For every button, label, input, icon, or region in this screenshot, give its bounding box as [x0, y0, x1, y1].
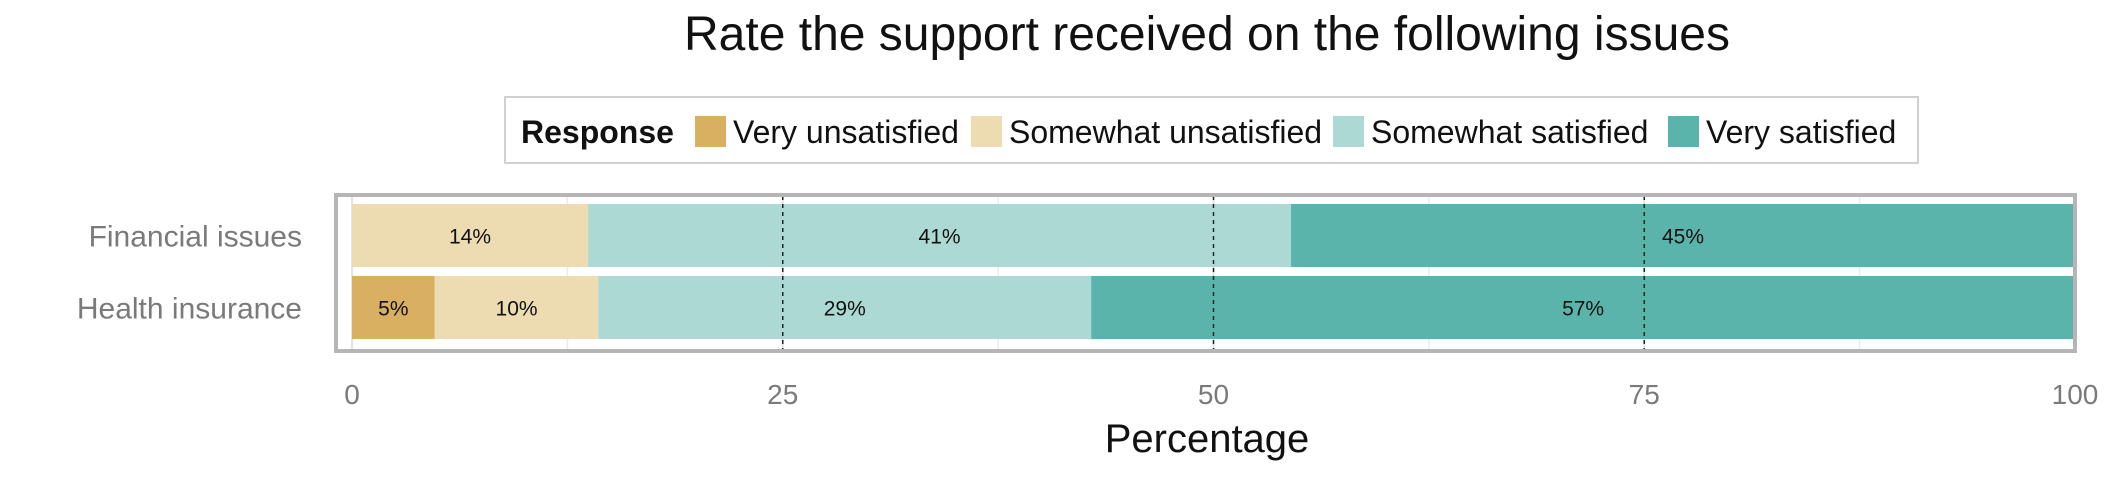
- x-axis-title: Percentage: [1105, 417, 1310, 461]
- category-label: Financial issues: [89, 221, 302, 254]
- panel-border: [334, 193, 2077, 353]
- x-tick-label: 50: [1198, 379, 1229, 410]
- bar-segment: [434, 276, 599, 339]
- chart-title: Rate the support received on the followi…: [684, 8, 1730, 61]
- legend-key: [1668, 116, 1699, 147]
- data-label: 41%: [919, 226, 961, 249]
- data-label: 10%: [496, 298, 538, 321]
- x-tick-label: 100: [2052, 379, 2099, 410]
- category-label: Health insurance: [77, 293, 302, 326]
- data-label: 57%: [1562, 298, 1604, 321]
- legend-label: Somewhat satisfied: [1371, 114, 1648, 150]
- legend-label: Very satisfied: [1706, 114, 1896, 150]
- bar-segment: [598, 276, 1092, 339]
- bar-segment: [1291, 204, 2075, 267]
- bar-segment: [352, 276, 435, 339]
- plot-panel: 14% 41% 45% 5% 10% 29% 57%: [334, 193, 2077, 353]
- bar-segment: [588, 204, 1292, 267]
- data-label: 14%: [449, 226, 491, 249]
- legend-label: Somewhat unsatisfied: [1009, 114, 1322, 150]
- legend-label: Very unsatisfied: [733, 114, 959, 150]
- data-label: 45%: [1662, 226, 1704, 249]
- legend-key: [971, 116, 1002, 147]
- data-label: 5%: [378, 298, 408, 321]
- legend-key: [1333, 116, 1364, 147]
- x-tick-label: 25: [767, 379, 798, 410]
- legend-title: Response: [521, 114, 674, 150]
- bar-segment: [1091, 276, 2075, 339]
- legend-key: [695, 116, 726, 147]
- x-tick-label: 0: [344, 379, 360, 410]
- data-label: 29%: [824, 298, 866, 321]
- bar-segment: [352, 204, 589, 267]
- x-tick-label: 75: [1629, 379, 1660, 410]
- legend: Response Very unsatisfied Somewhat unsati…: [504, 96, 1919, 164]
